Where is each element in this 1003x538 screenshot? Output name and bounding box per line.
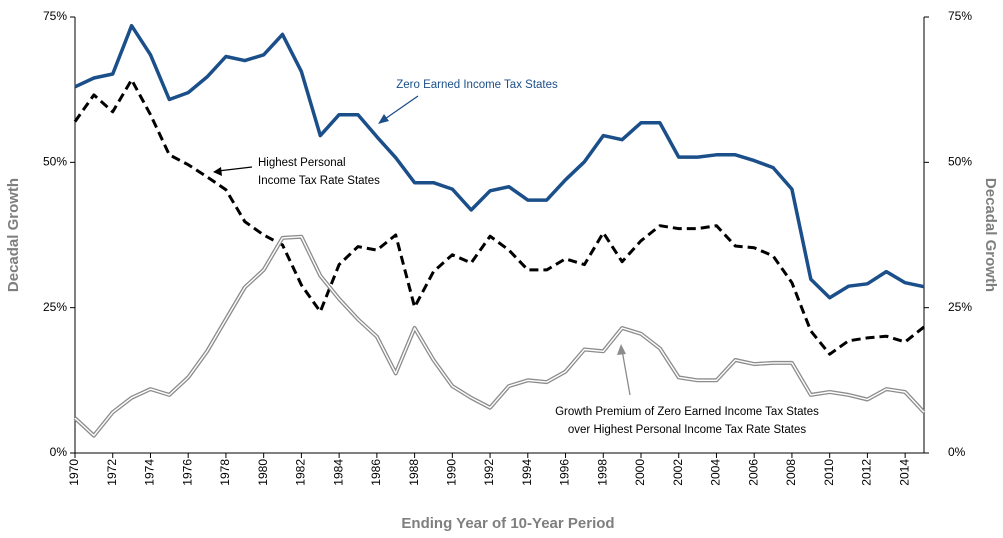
x-tick-label: 1974: [143, 459, 157, 486]
y-tick-label: 50%: [43, 155, 67, 169]
y2-tick-label: 0%: [948, 445, 966, 459]
x-tick-label: 1988: [407, 459, 421, 486]
x-tick-label: 1976: [180, 459, 194, 486]
y-tick-label: 0%: [50, 445, 68, 459]
x-axis-title: Ending Year of 10-Year Period: [401, 515, 614, 532]
x-tick-label: 1970: [67, 459, 81, 486]
x-tick-label: 1980: [256, 459, 270, 486]
annotation: Income Tax Rate States: [258, 175, 380, 187]
y-tick-label: 75%: [43, 9, 67, 23]
x-tick-label: 1986: [369, 459, 383, 486]
x-tick-label: 2008: [784, 459, 798, 486]
x-tick-label: 2004: [709, 459, 723, 486]
series-line-inner: [74, 236, 925, 437]
annotation: Zero Earned Income Tax States: [396, 79, 558, 91]
x-tick-label: 2010: [822, 459, 836, 486]
x-tick-label: 1984: [331, 459, 345, 486]
annotation: Highest Personal: [258, 157, 346, 169]
annotation: Growth Premium of Zero Earned Income Tax…: [555, 406, 819, 418]
arrow-head: [213, 167, 222, 176]
series-line: [73, 78, 925, 356]
x-tick-label: 2014: [897, 459, 911, 486]
x-tick-label: 1994: [520, 459, 534, 486]
x-tick-label: 2000: [633, 459, 647, 486]
x-tick-label: 1982: [294, 459, 308, 486]
arrow: [381, 95, 419, 122]
annotation: over Highest Personal Income Tax Rate St…: [568, 424, 806, 436]
y-tick-label: 25%: [43, 300, 67, 314]
x-tick-label: 1992: [482, 459, 496, 486]
x-tick-label: 1998: [595, 459, 609, 486]
y2-tick-label: 75%: [948, 9, 972, 23]
annotation-arrows: [213, 95, 631, 396]
x-tick-label: 2002: [671, 459, 685, 486]
x-tick-label: 2012: [860, 459, 874, 486]
y2-tick-label: 25%: [948, 300, 972, 314]
y-axis-title: Decadal Growth: [5, 178, 22, 292]
series-line: [74, 23, 925, 300]
arrow: [621, 349, 631, 396]
x-tick-label: 2006: [746, 459, 760, 486]
arrow-head: [378, 114, 389, 124]
y2-axis-title: Decadal Growth: [982, 178, 999, 292]
x-tick-label: 1978: [218, 459, 232, 486]
x-tick-label: 1996: [558, 459, 572, 486]
y2-tick-label: 50%: [948, 155, 972, 169]
x-tick-label: 1972: [105, 459, 119, 486]
arrow-head: [617, 344, 626, 355]
x-tick-label: 1990: [445, 459, 459, 486]
arrow: [217, 166, 253, 172]
